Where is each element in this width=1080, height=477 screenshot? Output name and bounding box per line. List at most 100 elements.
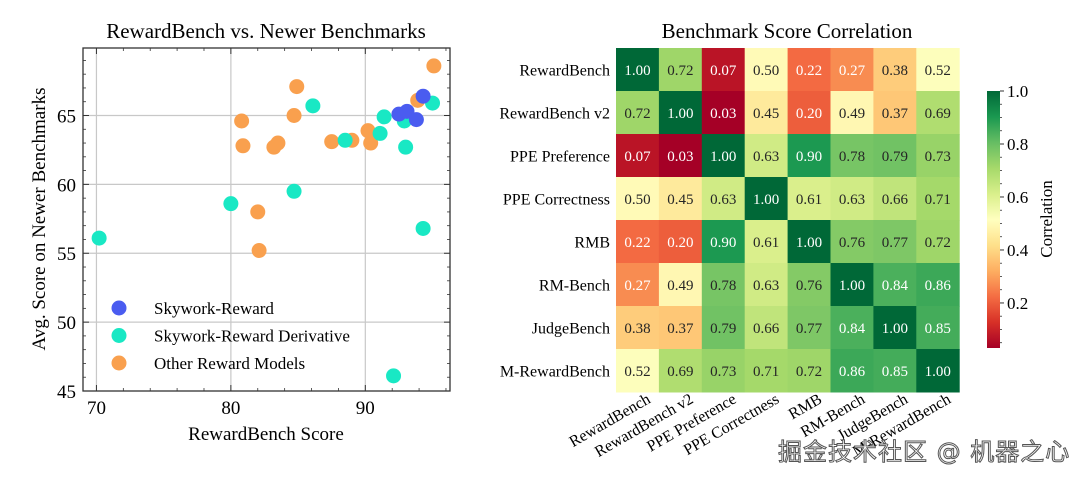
heatmap-cell-value: 0.66 xyxy=(882,192,909,208)
watermark: 掘金技术社区 @ 机器之心 xyxy=(777,438,1071,467)
heatmap-cell xyxy=(658,306,703,350)
heatmap-cell-value: 0.79 xyxy=(882,149,908,165)
scatter-point-other-reward-models xyxy=(286,107,302,123)
heatmap-cell-value: 0.03 xyxy=(710,106,736,122)
heatmap-cell xyxy=(701,134,746,178)
heatmap-cell xyxy=(916,349,960,393)
heatmap-cell-value: 0.49 xyxy=(839,106,865,122)
heatmap-cell-value: 1.00 xyxy=(624,63,650,79)
scatter-point-skywork-reward-derivative xyxy=(286,183,302,199)
heatmap-cell xyxy=(616,263,660,307)
heatmap-cell-value: 0.27 xyxy=(839,63,866,79)
colorbar-tick-label: 1.0 xyxy=(1007,82,1028,101)
heatmap-chart: Benchmark Score Correlation 1.00 0.72 0.07… xyxy=(499,19,1056,461)
heatmap-cell xyxy=(873,91,917,135)
heatmap-cell xyxy=(916,220,960,264)
scatter-xlabel: RewardBench Score xyxy=(188,424,344,445)
heatmap-cell xyxy=(744,177,789,221)
heatmap-cell xyxy=(916,306,960,350)
heatmap-cell xyxy=(830,134,874,178)
heatmap-cell xyxy=(873,177,917,221)
heatmap-cell xyxy=(830,48,874,92)
heatmap-cell xyxy=(873,263,917,307)
heatmap-cell-value: 0.52 xyxy=(925,63,951,79)
heatmap-cell xyxy=(616,220,660,264)
heatmap-cell-value: 0.69 xyxy=(667,364,693,380)
heatmap-cell-value: 0.03 xyxy=(667,149,693,165)
heatmap-cell xyxy=(830,177,874,221)
heatmap-cell xyxy=(830,220,874,264)
legend-label: Skywork-Reward xyxy=(154,299,274,318)
heatmap-cell-value: 0.76 xyxy=(796,278,823,294)
heatmap-cell-value: 0.22 xyxy=(624,235,650,251)
heatmap-cell xyxy=(744,134,789,178)
heatmap-cell xyxy=(787,306,831,350)
x-tick-label: 70 xyxy=(87,398,106,419)
heatmap-row-label: RewardBench xyxy=(519,63,610,80)
heatmap-cell-value: 0.52 xyxy=(624,364,650,380)
heatmap-cell xyxy=(744,349,789,393)
heatmap-cell-value: 0.45 xyxy=(667,192,693,208)
colorbar-tick-label: 0.6 xyxy=(1007,188,1028,207)
heatmap-title: Benchmark Score Correlation xyxy=(662,19,913,43)
heatmap-cell xyxy=(830,306,874,350)
heatmap-cell-value: 0.63 xyxy=(839,192,865,208)
heatmap-cell-value: 0.50 xyxy=(624,192,650,208)
legend-marker xyxy=(111,355,127,371)
heatmap-cell-value: 0.61 xyxy=(796,192,822,208)
heatmap-cell-value: 0.63 xyxy=(753,278,779,294)
heatmap-cell-value: 1.00 xyxy=(925,364,951,380)
heatmap-cell-value: 0.84 xyxy=(882,278,909,294)
heatmap-cell-value: 1.00 xyxy=(667,106,693,122)
heatmap-cell xyxy=(616,349,660,393)
scatter-point-other-reward-models xyxy=(270,135,286,151)
heatmap-row-label: JudgeBench xyxy=(532,321,610,338)
heatmap-cell xyxy=(873,48,917,92)
heatmap-cell-value: 0.22 xyxy=(796,63,822,79)
heatmap-cells: 1.00 0.72 0.07 0.50 0.22 0.27 0.38 0.52 0.72 1.00… xyxy=(616,48,960,393)
heatmap-cell xyxy=(658,263,703,307)
colorbar-tick-label: 0.4 xyxy=(1007,241,1029,260)
colorbar-ticks: 0.2 0.4 0.6 0.8 1.0 xyxy=(1000,82,1029,344)
heatmap-cell-value: 0.63 xyxy=(710,192,736,208)
heatmap-cell xyxy=(616,306,660,350)
heatmap-cell-value: 0.90 xyxy=(796,149,822,165)
heatmap-cell-value: 0.66 xyxy=(753,321,780,337)
heatmap-cell xyxy=(744,220,789,264)
heatmap-cell xyxy=(701,91,746,135)
scatter-point-skywork-reward-derivative xyxy=(398,139,414,155)
heatmap-cell xyxy=(916,48,960,92)
heatmap-cell-value: 0.27 xyxy=(624,278,651,294)
scatter-legend: Skywork-Reward Skywork-Reward Derivative O… xyxy=(111,299,350,373)
scatter-point-other-reward-models xyxy=(251,242,267,258)
heatmap-cell xyxy=(787,48,831,92)
heatmap-cell-value: 0.20 xyxy=(796,106,822,122)
heatmap-cell xyxy=(916,263,960,307)
heatmap-cell xyxy=(916,91,960,135)
heatmap-row-labels: RewardBench RewardBench v2 PPE Preference P… xyxy=(499,63,610,381)
heatmap-cell-value: 0.72 xyxy=(796,364,822,380)
scatter-point-other-reward-models xyxy=(234,113,250,129)
heatmap-cell-value: 0.69 xyxy=(925,106,951,122)
heatmap-cell xyxy=(830,263,874,307)
heatmap-cell xyxy=(658,177,703,221)
heatmap-cell xyxy=(873,220,917,264)
heatmap-row-label: RMB xyxy=(574,235,610,252)
heatmap-cell xyxy=(616,91,660,135)
heatmap-row-label: RM-Bench xyxy=(539,278,610,295)
heatmap-cell-value: 0.71 xyxy=(753,364,779,380)
heatmap-cell xyxy=(744,263,789,307)
colorbar: 0.2 0.4 0.6 0.8 1.0 Correlation xyxy=(987,82,1056,348)
heatmap-cell xyxy=(744,91,789,135)
heatmap-cell-value: 0.76 xyxy=(839,235,866,251)
heatmap-cell xyxy=(830,349,874,393)
scatter-point-skywork-reward-derivative xyxy=(415,220,431,236)
heatmap-cell xyxy=(873,134,917,178)
y-tick-label: 60 xyxy=(57,175,76,196)
heatmap-cell-value: 0.84 xyxy=(839,321,866,337)
heatmap-cell xyxy=(701,349,746,393)
scatter-point-other-reward-models xyxy=(360,123,376,139)
heatmap-row-label: PPE Preference xyxy=(510,149,610,166)
heatmap-cell-value: 0.72 xyxy=(667,63,693,79)
heatmap-row-label: M-RewardBench xyxy=(500,364,610,381)
